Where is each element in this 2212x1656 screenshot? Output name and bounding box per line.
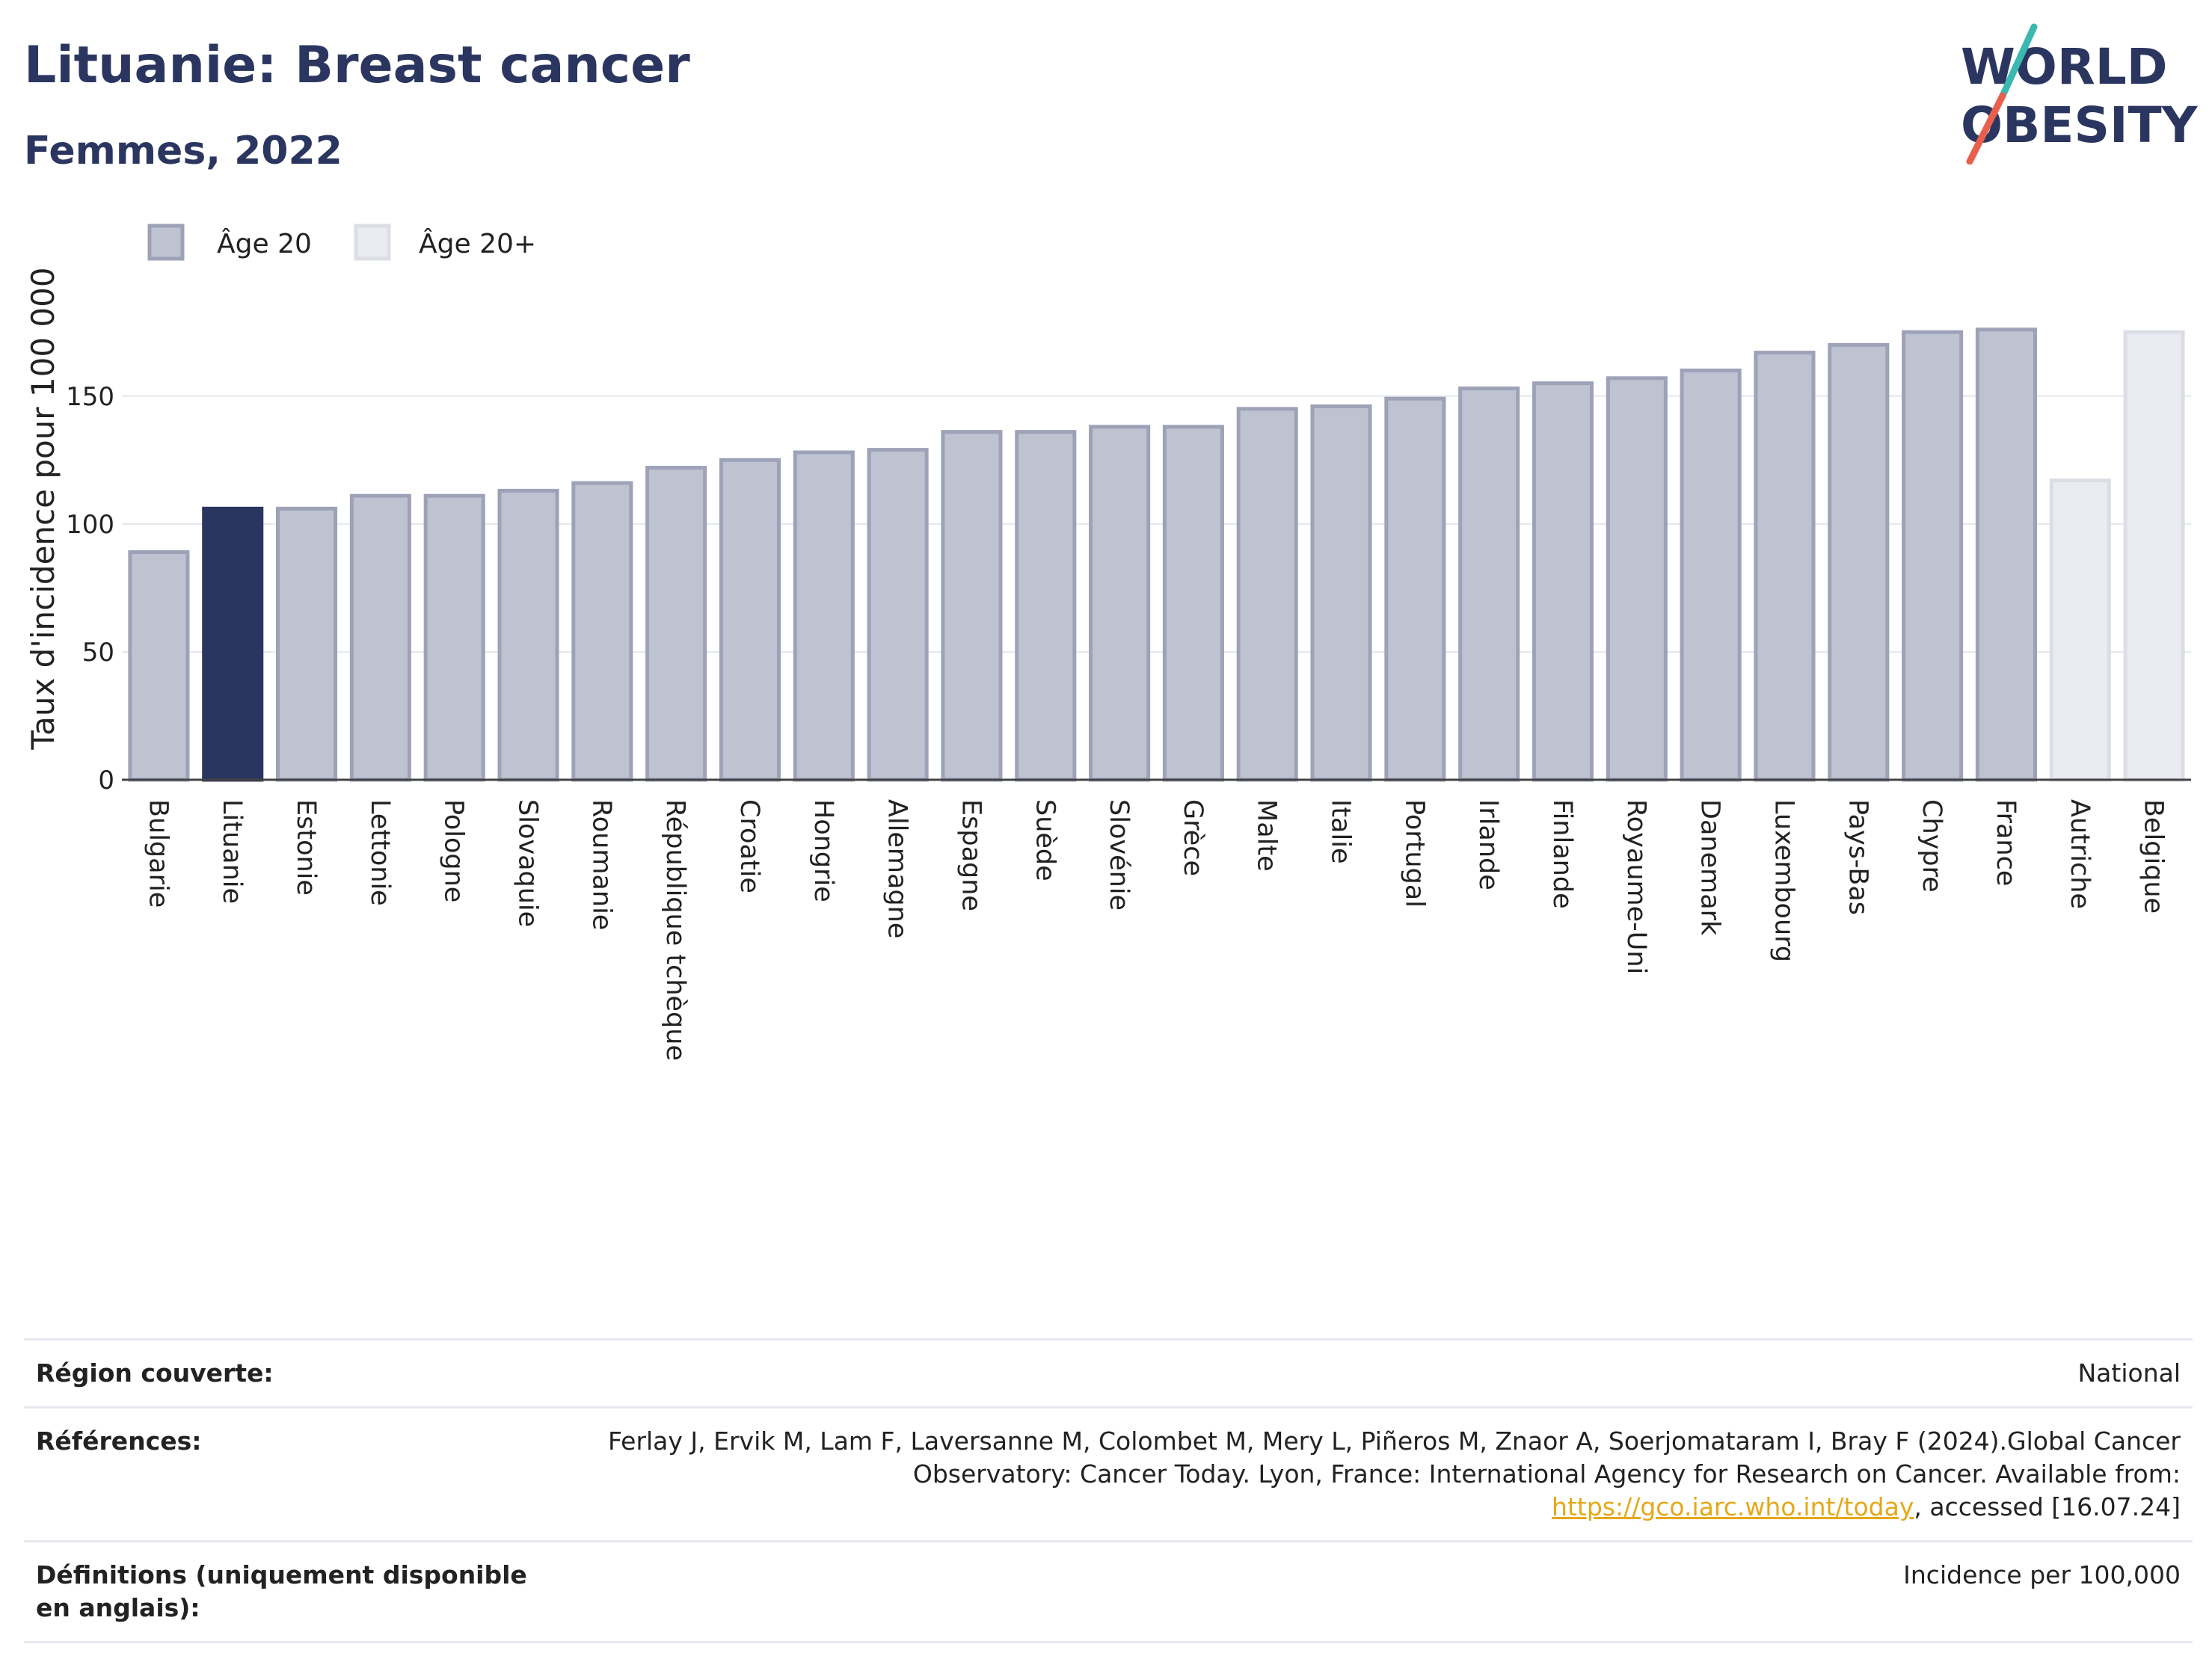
- x-category-label: Luxembourg: [1769, 799, 1798, 962]
- bar-bulgarie: [128, 550, 190, 782]
- bar-malte: [1236, 407, 1298, 782]
- page-subtitle: Femmes, 2022: [24, 129, 342, 173]
- x-category-label: Espagne: [956, 799, 986, 911]
- x-category-label: Slovaquie: [513, 799, 543, 927]
- bar-finlande: [1531, 381, 1594, 782]
- x-category-label: Estonie: [291, 799, 321, 896]
- x-category-label: Autriche: [2065, 799, 2095, 909]
- x-category-label: Hongrie: [808, 799, 838, 902]
- x-category-label: Finlande: [1547, 799, 1577, 909]
- y-tick-label: 100: [66, 510, 114, 540]
- region-label: Région couverte:: [36, 1358, 274, 1388]
- bar-belgique: [2123, 330, 2185, 782]
- meta-row-references: Références: Ferlay J, Ervik M, Lam F, La…: [24, 1406, 2193, 1540]
- bar-pays-bas: [1828, 342, 1890, 782]
- x-category-label: Belgique: [2139, 799, 2169, 914]
- bar-roumanie: [571, 481, 633, 782]
- bar-su-de: [1015, 430, 1077, 782]
- logo-slash-red: [1966, 92, 2006, 164]
- references-text-1: Ferlay J, Ervik M, Lam F, Laversanne M, …: [607, 1426, 2181, 1489]
- bar-irlande: [1458, 386, 1520, 782]
- references-text-2: , accessed [16.07.24]: [1914, 1492, 2181, 1521]
- y-tick-labels: 0 50 100 150: [66, 382, 114, 795]
- meta-row-region: Région couverte: National: [24, 1338, 2193, 1406]
- bar-croatie: [719, 458, 781, 782]
- bar-autriche: [2049, 478, 2111, 782]
- x-category-label: Bulgarie: [143, 799, 173, 908]
- definitions-value: Incidence per 100,000: [1903, 1560, 2181, 1589]
- bar-gr-ce: [1162, 425, 1224, 782]
- references-label: Références:: [36, 1426, 202, 1456]
- references-value: Ferlay J, Ervik M, Lam F, Laversanne M, …: [573, 1425, 2181, 1524]
- legend-label-age20plus: Âge 20+: [419, 228, 536, 259]
- bar-france: [1975, 327, 2037, 782]
- x-category-label: France: [1991, 799, 2021, 886]
- x-category-label: Grèce: [1178, 799, 1208, 876]
- x-category-label: Danemark: [1695, 799, 1725, 936]
- bar-royaume-uni: [1606, 376, 1668, 782]
- region-value: National: [2077, 1358, 2181, 1388]
- meta-row-definitions: Définitions (uniquement disponible en an…: [24, 1540, 2193, 1643]
- y-tick-label: 50: [82, 638, 114, 668]
- x-category-label: Irlande: [1473, 799, 1503, 890]
- page-title: Lituanie: Breast cancer: [24, 36, 690, 95]
- bar-slov-nie: [1089, 425, 1151, 782]
- x-category-label: Lituanie: [217, 799, 247, 904]
- x-category-label: Malte: [1252, 799, 1282, 872]
- y-tick-label: 150: [66, 382, 114, 412]
- metadata-table: Région couverte: National Références: Fe…: [24, 1338, 2193, 1643]
- x-category-label: Italie: [1326, 799, 1356, 864]
- x-category-label: Suède: [1030, 799, 1060, 881]
- bar-hongrie: [793, 450, 855, 782]
- bar-danemark: [1680, 369, 1742, 782]
- definitions-label: Définitions (uniquement disponible en an…: [36, 1560, 527, 1622]
- logo-line-1: WORLD: [1961, 38, 2168, 96]
- bar-lettonie: [349, 493, 411, 782]
- references-link[interactable]: https://gco.iarc.who.int/today: [1552, 1492, 1914, 1521]
- bar-allemagne: [867, 448, 929, 782]
- x-category-label: Chypre: [1917, 799, 1947, 893]
- bar-espagne: [941, 430, 1003, 782]
- x-category-label: Lettonie: [365, 799, 395, 906]
- bar-italie: [1310, 404, 1372, 782]
- bar-chypre: [1902, 330, 1964, 782]
- bar-r-publique-tch-que: [645, 466, 707, 782]
- bar-portugal: [1384, 396, 1446, 782]
- bar-estonie: [276, 506, 338, 782]
- x-category-label: Portugal: [1399, 799, 1429, 908]
- bar-pologne: [423, 493, 485, 782]
- x-category-label: Pologne: [439, 799, 469, 902]
- x-category-label: Allemagne: [882, 799, 912, 938]
- x-category-label: Croatie: [734, 799, 764, 893]
- bar-chart: Âge 20 Âge 20+ 0 50 100 150 Bulgarie Lituani…: [25, 224, 2191, 1061]
- bar-lituanie: [202, 506, 264, 782]
- chart-legend: Âge 20 Âge 20+: [147, 224, 536, 261]
- bar-luxembourg: [1754, 351, 1816, 782]
- x-category-label: Royaume-Uni: [1621, 799, 1651, 974]
- x-category-label: Roumanie: [586, 799, 616, 930]
- x-category-label: Slovénie: [1104, 799, 1134, 911]
- y-tick-label: 0: [98, 766, 114, 795]
- world-obesity-logo: WORLD OBESITY: [1961, 23, 2199, 164]
- legend-swatch-age20: [147, 224, 185, 261]
- x-category-labels: Bulgarie Lituanie Estonie Lettonie Pologne Sl…: [143, 799, 2168, 1061]
- bars: [128, 327, 2185, 782]
- y-axis-title: Taux d'incidence pour 100 000: [25, 267, 61, 750]
- legend-label-age20: Âge 20: [217, 228, 312, 259]
- x-category-label: République tchèque: [660, 799, 690, 1061]
- x-category-label: Pays-Bas: [1843, 799, 1872, 915]
- logo-slash-teal: [1999, 23, 2038, 99]
- bar-slovaquie: [497, 488, 559, 782]
- legend-swatch-age20plus: [354, 224, 391, 261]
